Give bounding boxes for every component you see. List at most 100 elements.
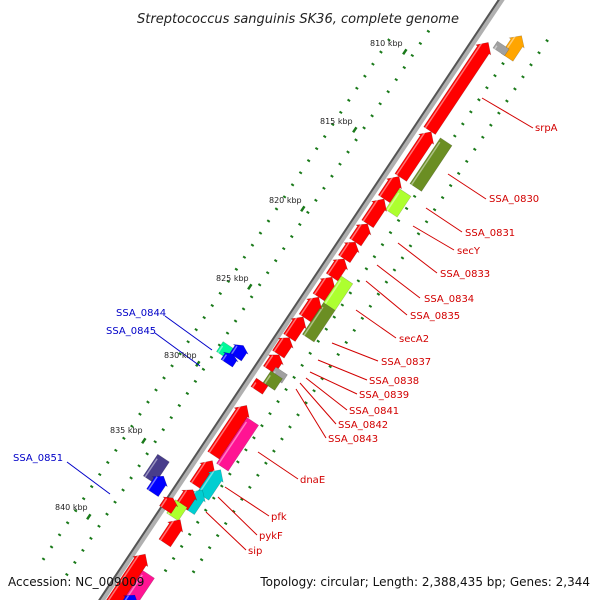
tick-label-825: 825 kbp xyxy=(216,274,249,283)
minor-tick xyxy=(386,90,390,94)
gene-body xyxy=(158,519,184,548)
gene-feature xyxy=(158,519,184,548)
minor-tick xyxy=(485,86,489,90)
minor-tick xyxy=(513,87,517,91)
minor-tick xyxy=(268,411,272,416)
gene-highlight xyxy=(324,280,342,305)
gene-body xyxy=(385,188,412,218)
minor-tick xyxy=(218,291,223,296)
minor-tick xyxy=(400,256,405,260)
minor-tick xyxy=(493,73,497,78)
major-tick xyxy=(141,437,147,445)
minor-tick xyxy=(97,524,101,528)
minor-tick xyxy=(371,62,375,66)
leader-line xyxy=(224,486,270,517)
gene-body xyxy=(500,35,525,62)
minor-tick xyxy=(105,512,109,516)
leader-line xyxy=(425,207,463,233)
minor-tick xyxy=(402,65,407,70)
minor-tick xyxy=(280,437,284,441)
gene-highlight xyxy=(264,374,271,385)
gene-body xyxy=(196,469,224,501)
leader-line xyxy=(154,332,201,367)
minor-tick xyxy=(264,461,268,465)
minor-tick xyxy=(41,557,46,561)
minor-tick xyxy=(265,271,270,275)
leader-line xyxy=(481,97,534,129)
gene-feature xyxy=(262,354,284,375)
minor-tick xyxy=(231,509,236,514)
minor-tick xyxy=(171,556,176,561)
gene-highlight xyxy=(386,192,400,211)
gene-body xyxy=(325,258,349,282)
minor-tick xyxy=(314,146,319,151)
minor-tick xyxy=(404,206,409,211)
minor-tick xyxy=(424,220,429,224)
gene-label-ssa0833: SSA_0833 xyxy=(440,269,490,280)
gene-features xyxy=(105,35,525,600)
leader-line xyxy=(217,496,258,536)
minor-tick xyxy=(340,303,345,307)
gene-highlight xyxy=(118,595,130,600)
minor-tick xyxy=(266,219,271,223)
minor-tick xyxy=(464,159,469,164)
gene-body xyxy=(492,40,510,57)
gene-highlight xyxy=(230,345,238,355)
minor-tick xyxy=(226,279,231,284)
minor-tick xyxy=(210,303,215,308)
accession-text: Accession: NC_009009 xyxy=(8,575,144,589)
minor-tick xyxy=(241,307,246,311)
gene-feature xyxy=(283,316,307,342)
gene-feature xyxy=(262,370,283,391)
minor-tick xyxy=(356,279,361,283)
gene-label-ssa0843: SSA_0843 xyxy=(328,434,378,445)
minor-tick xyxy=(122,436,126,440)
minor-tick xyxy=(372,255,377,259)
gene-body xyxy=(159,496,179,514)
gene-feature xyxy=(105,553,149,600)
gene-body xyxy=(283,316,307,342)
minor-tick xyxy=(426,29,431,34)
tick-label-840: 840 kbp xyxy=(55,503,88,512)
minor-tick xyxy=(260,424,264,428)
minor-tick xyxy=(252,436,256,440)
minor-tick xyxy=(202,315,207,320)
gene-body xyxy=(229,344,249,362)
minor-tick xyxy=(179,544,184,549)
gene-highlight xyxy=(300,297,313,316)
gene-label-pfk: pfk xyxy=(271,512,287,523)
gene-highlight xyxy=(264,354,274,368)
minor-tick xyxy=(146,400,150,404)
gene-highlight xyxy=(350,224,362,240)
gene-highlight xyxy=(395,131,426,176)
gene-body xyxy=(117,594,140,600)
gene-body xyxy=(338,241,360,264)
leader-line xyxy=(305,377,348,411)
leader-line xyxy=(365,280,408,316)
gene-body xyxy=(146,475,168,498)
gene-label-ssa0838: SSA_0838 xyxy=(369,376,419,387)
minor-tick xyxy=(289,234,294,239)
minor-tick xyxy=(250,243,255,247)
minor-tick xyxy=(472,147,477,151)
minor-tick xyxy=(154,388,158,392)
gene-feature xyxy=(125,570,155,600)
gene-label-ssa0831: SSA_0831 xyxy=(465,228,515,239)
minor-tick xyxy=(65,572,69,577)
major-tick xyxy=(247,283,253,291)
minor-tick xyxy=(412,194,417,199)
gene-label-sip: sip xyxy=(248,546,262,557)
minor-tick xyxy=(239,497,244,502)
gene-feature xyxy=(325,258,349,282)
leader-line xyxy=(376,264,421,299)
gene-label-pykf: pykF xyxy=(259,531,283,542)
minor-tick xyxy=(322,186,326,190)
minor-tick xyxy=(388,230,393,235)
gene-label-ssa0834: SSA_0834 xyxy=(424,294,474,305)
minor-tick xyxy=(312,389,316,393)
minor-tick xyxy=(306,159,311,163)
minor-tick xyxy=(138,412,142,416)
minor-tick xyxy=(162,376,166,380)
minor-tick xyxy=(344,340,349,345)
